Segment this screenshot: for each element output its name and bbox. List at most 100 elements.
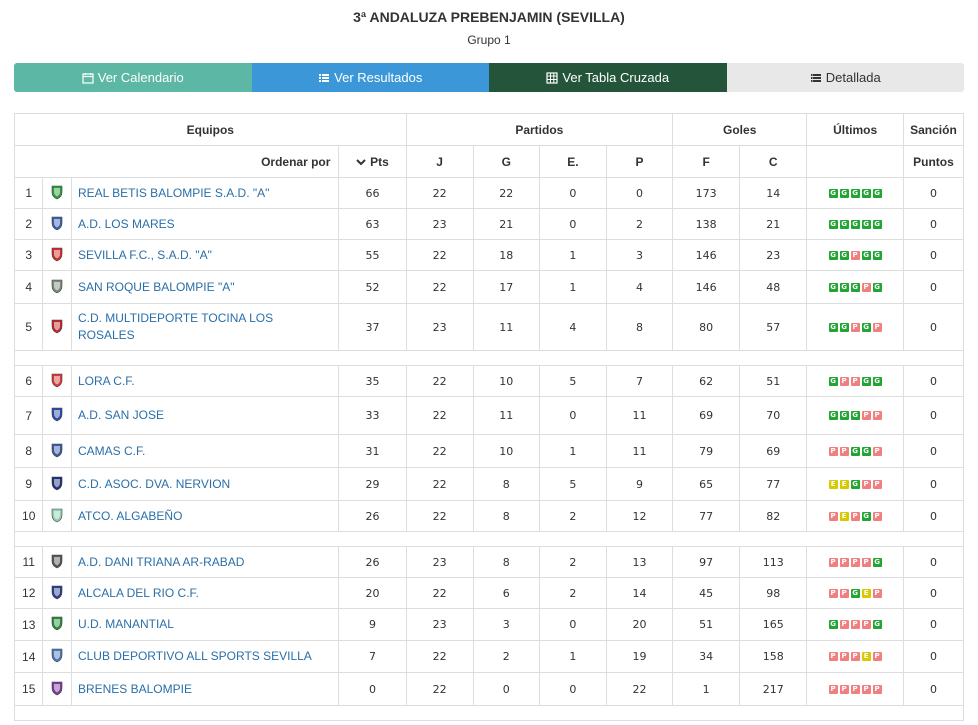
g-cell: 8 (473, 501, 539, 532)
result-badge: G (829, 220, 838, 229)
team-cell: SEVILLA F.C., S.A.D. "A" (71, 240, 338, 271)
g-cell: 6 (473, 578, 539, 609)
g-column: G (473, 146, 539, 178)
separator-cell (43, 532, 71, 547)
team-link[interactable]: LORA C.F. (78, 374, 135, 388)
p-cell: 12 (606, 501, 672, 532)
p-cell: 11 (606, 397, 672, 435)
position-cell: 4 (15, 271, 43, 304)
team-cell: LORA C.F. (71, 366, 338, 397)
result-badge: P (873, 411, 882, 420)
g-cell: 8 (473, 547, 539, 578)
e-cell: 1 (539, 641, 606, 673)
pts-cell: 29 (339, 468, 406, 501)
result-badge: G (829, 323, 838, 332)
table-row: 10 ATCO. ALGABEÑO 26 22 8 2 12 77 82 P E P G P 0 (15, 501, 964, 532)
team-link[interactable]: CAMAS C.F. (78, 444, 145, 458)
team-link[interactable]: ATCO. ALGABEÑO (78, 509, 182, 523)
pts-cell: 20 (339, 578, 406, 609)
pts-cell: 26 (339, 501, 406, 532)
position-cell: 1 (15, 178, 43, 209)
calendar-button[interactable]: Ver Calendario (14, 63, 252, 92)
e-cell: 1 (539, 240, 606, 271)
team-link[interactable]: A.D. DANI TRIANA AR-RABAD (78, 555, 244, 569)
separator-cell (71, 532, 338, 547)
team-link[interactable]: ALCALA DEL RIO C.F. (78, 586, 199, 600)
result-badge: E (840, 480, 849, 489)
crest-cell (43, 673, 71, 706)
pts-column-label: Pts (370, 155, 389, 169)
separator-cell (473, 351, 539, 366)
team-link[interactable]: SEVILLA F.C., S.A.D. "A" (78, 248, 212, 262)
ultimos-subheader (807, 146, 904, 178)
pts-cell: 55 (339, 240, 406, 271)
sancion-cell: 0 (903, 673, 963, 706)
result-badge: P (862, 558, 871, 567)
detailed-button-label: Detallada (826, 70, 881, 85)
team-cell: A.D. SAN JOSE (71, 397, 338, 435)
j-cell: 22 (406, 501, 473, 532)
result-badge: P (829, 512, 838, 521)
result-badge: P (851, 558, 860, 567)
separator-cell (539, 532, 606, 547)
header-sancion: Sanción (903, 114, 963, 146)
team-link[interactable]: CLUB DEPORTIVO ALL SPORTS SEVILLA (78, 649, 312, 663)
table-row: 11 A.D. DANI TRIANA AR-RABAD 26 23 8 2 13 97 113… (15, 547, 964, 578)
pts-cell: 33 (339, 397, 406, 435)
team-link[interactable]: A.D. SAN JOSE (78, 408, 164, 422)
chevron-down-icon (356, 155, 366, 169)
sancion-cell: 0 (903, 468, 963, 501)
table-row: 1 REAL BETIS BALOMPIE S.A.D. "A" 66 22 22 0 0 1… (15, 178, 964, 209)
g-cell: 10 (473, 366, 539, 397)
result-badge: P (851, 251, 860, 260)
j-cell: 22 (406, 271, 473, 304)
sancion-cell: 0 (903, 397, 963, 435)
c-cell: 70 (740, 397, 807, 435)
f-cell: 97 (673, 547, 740, 578)
separator-cell (15, 532, 43, 547)
team-link[interactable]: SAN ROQUE BALOMPIE "A" (78, 280, 235, 294)
detailed-button[interactable]: Detallada (727, 63, 965, 92)
separator-cell (606, 532, 672, 547)
team-link[interactable]: U.D. MANANTIAL (78, 617, 174, 631)
team-link[interactable]: C.D. ASOC. DVA. NERVION (78, 477, 230, 491)
f-cell: 69 (673, 397, 740, 435)
calendar-button-label: Ver Calendario (98, 70, 184, 85)
f-cell: 77 (673, 501, 740, 532)
j-cell: 22 (406, 178, 473, 209)
team-link[interactable]: C.D. MULTIDEPORTE TOCINA LOS ROSALES (78, 311, 273, 342)
c-cell: 23 (740, 240, 807, 271)
result-badge: G (873, 620, 882, 629)
g-cell: 3 (473, 609, 539, 641)
g-cell: 0 (473, 673, 539, 706)
position-cell: 6 (15, 366, 43, 397)
separator-cell (740, 532, 807, 547)
team-crest-icon (49, 553, 65, 569)
e-cell: 1 (539, 435, 606, 468)
e-cell: 0 (539, 209, 606, 240)
sancion-cell: 0 (903, 547, 963, 578)
sancion-cell: 0 (903, 609, 963, 641)
team-link[interactable]: A.D. LOS MARES (78, 217, 175, 231)
result-badge: G (873, 220, 882, 229)
team-link[interactable]: REAL BETIS BALOMPIE S.A.D. "A" (78, 186, 269, 200)
sort-pts-column[interactable]: Pts (339, 146, 406, 178)
f-cell: 80 (673, 304, 740, 351)
team-crest-icon (49, 584, 65, 600)
results-button[interactable]: Ver Resultados (252, 63, 490, 92)
team-link[interactable]: BRENES BALOMPIE (78, 682, 192, 696)
f-cell: 45 (673, 578, 740, 609)
separator-cell (339, 532, 406, 547)
pts-cell: 37 (339, 304, 406, 351)
table-row: 6 LORA C.F. 35 22 10 5 7 62 51 G P P G G 0 (15, 366, 964, 397)
cross-table-button[interactable]: Ver Tabla Cruzada (489, 63, 727, 92)
